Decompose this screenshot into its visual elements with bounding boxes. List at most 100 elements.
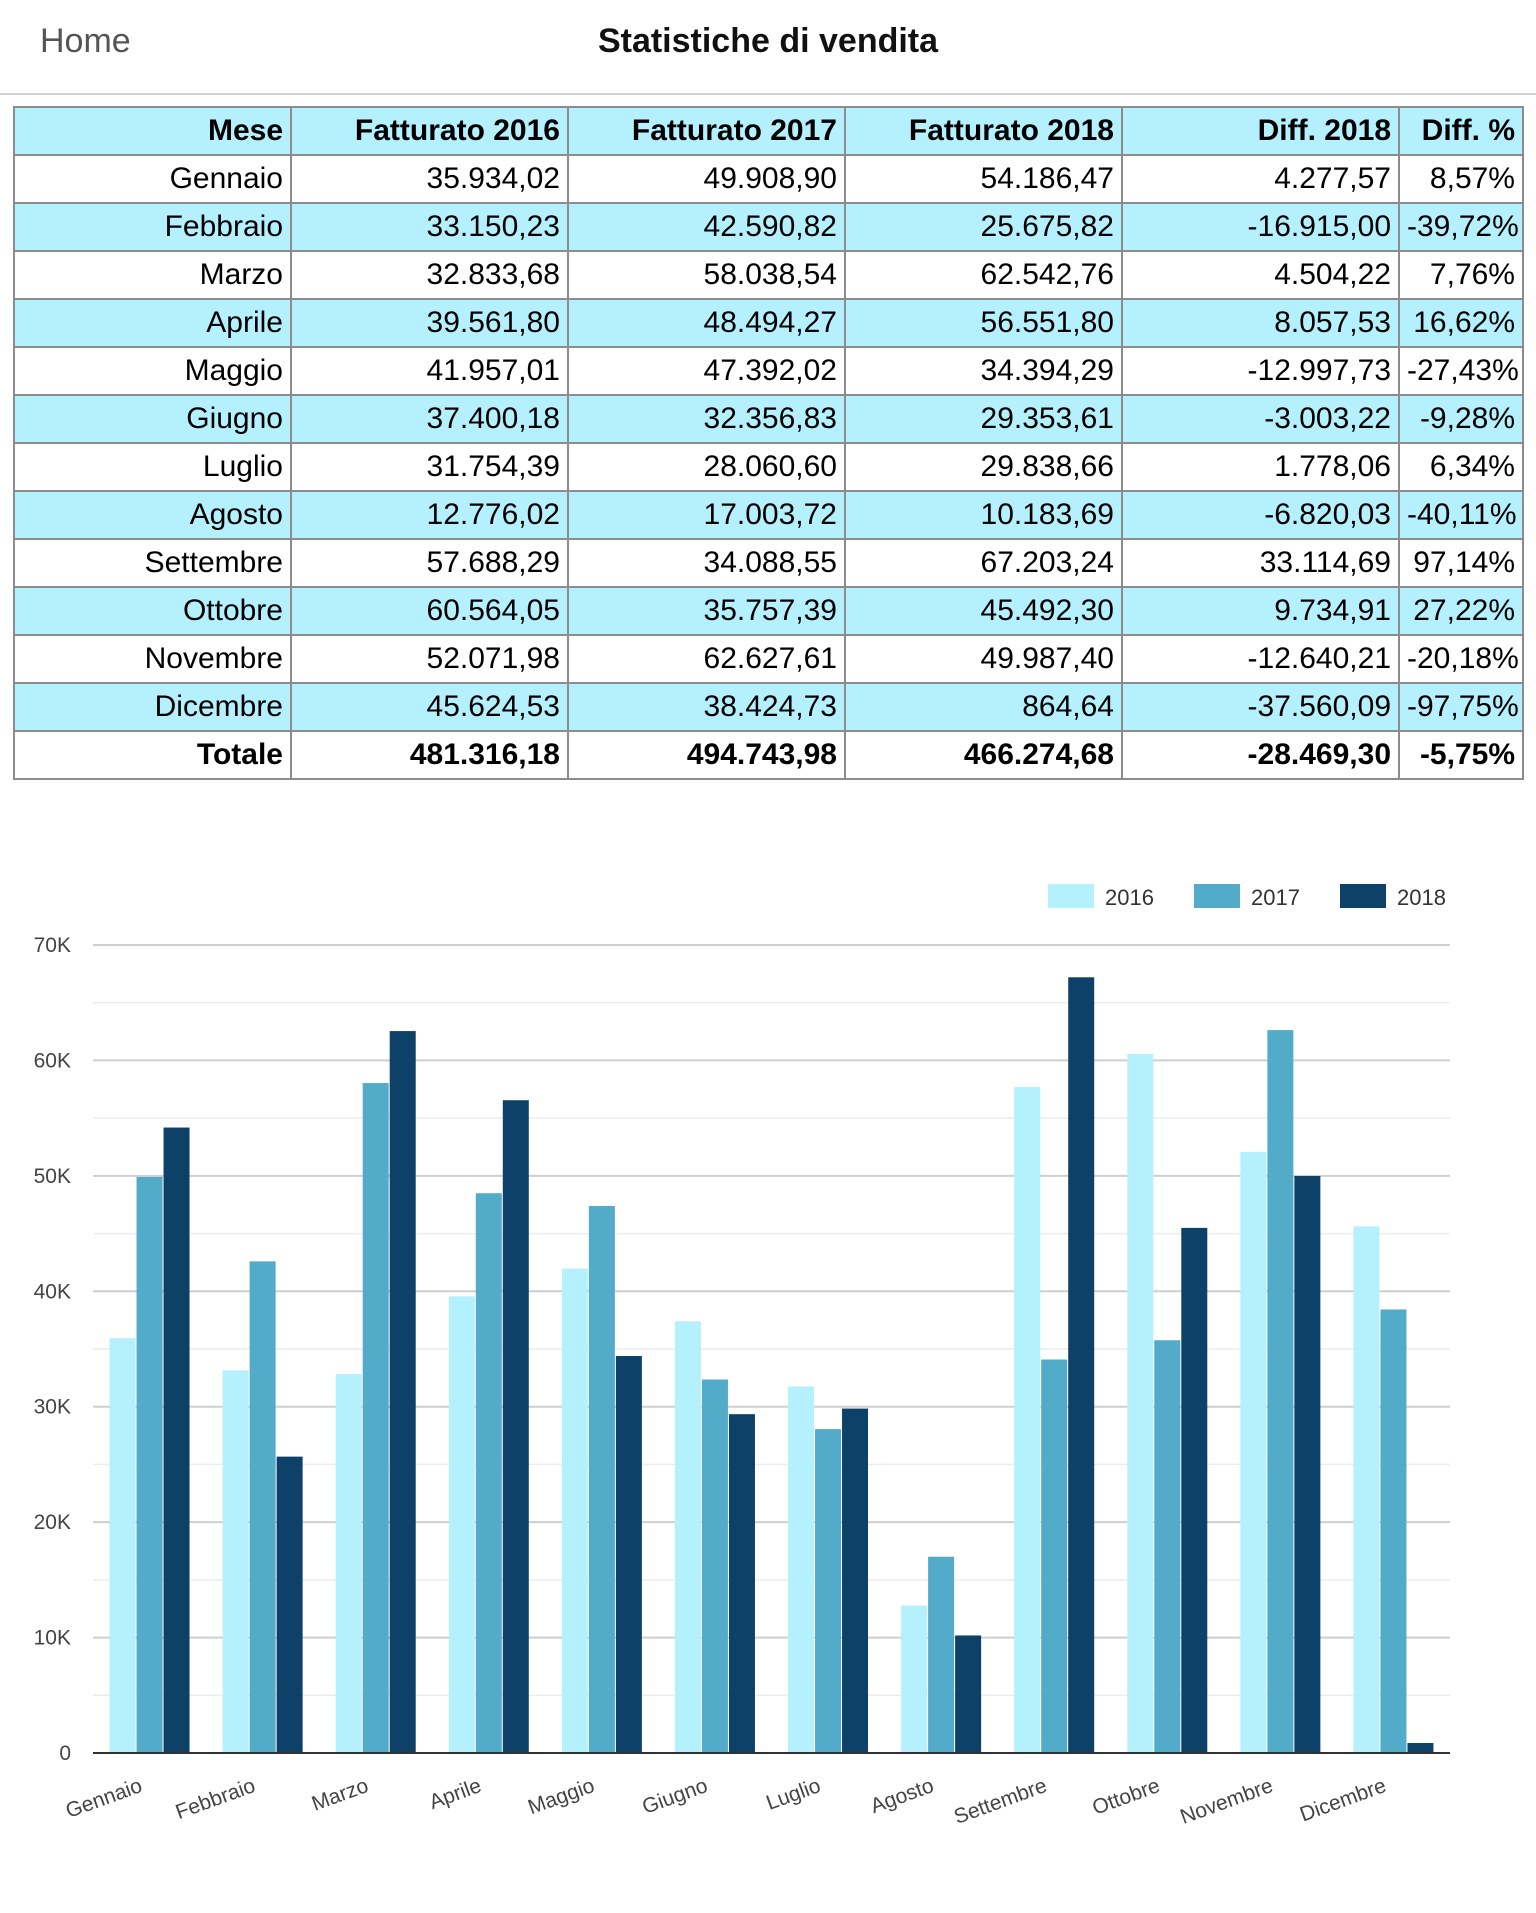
table-cell: -27,43% <box>1398 346 1524 396</box>
table-cell: 28.060,60 <box>567 442 846 492</box>
table-cell: 35.934,02 <box>290 154 569 204</box>
table-cell: Marzo <box>13 250 292 300</box>
bar-2018-novembre <box>1294 1176 1321 1753</box>
total-cell: -5,75% <box>1398 730 1524 780</box>
table-cell: -9,28% <box>1398 394 1524 444</box>
x-tick-label: Dicembre <box>1297 1774 1389 1826</box>
column-header: Diff. 2018 <box>1121 106 1400 156</box>
table-cell: Ottobre <box>13 586 292 636</box>
y-tick-label: 20K <box>34 1511 71 1534</box>
bar-2018-maggio <box>615 1355 642 1753</box>
table-cell: 57.688,29 <box>290 538 569 588</box>
table-cell: 33.114,69 <box>1121 538 1400 588</box>
table-cell: 62.542,76 <box>844 250 1123 300</box>
bar-2016-agosto <box>901 1605 928 1753</box>
bar-2016-marzo <box>335 1374 362 1753</box>
table-cell: 34.088,55 <box>567 538 846 588</box>
table-row: Agosto 12.776,02 17.003,72 10.183,69 -6.820,… <box>13 490 1524 540</box>
x-tick-label: Gennaio <box>63 1774 145 1823</box>
table-cell: 67.203,24 <box>844 538 1123 588</box>
table-cell: 32.356,83 <box>567 394 846 444</box>
table-cell: 58.038,54 <box>567 250 846 300</box>
bar-2018-marzo <box>389 1031 416 1753</box>
table-cell: 8,57% <box>1398 154 1524 204</box>
table-cell: Febbraio <box>13 202 292 252</box>
table-cell: -3.003,22 <box>1121 394 1400 444</box>
table-cell: Luglio <box>13 442 292 492</box>
table-cell: 39.561,80 <box>290 298 569 348</box>
bar-2018-giugno <box>728 1414 755 1753</box>
bar-2017-settembre <box>1041 1359 1068 1753</box>
bar-2016-giugno <box>674 1321 701 1753</box>
legend-swatch-2018 <box>1340 884 1386 908</box>
table-cell: 49.908,90 <box>567 154 846 204</box>
table-cell: -39,72% <box>1398 202 1524 252</box>
table-row: Settembre 57.688,29 34.088,55 67.203,24 33.1… <box>13 538 1524 588</box>
table-cell: 45.624,53 <box>290 682 569 732</box>
table-row: Novembre 52.071,98 62.627,61 49.987,40 -12.6… <box>13 634 1524 684</box>
x-tick-label: Marzo <box>309 1774 372 1816</box>
table-cell: 25.675,82 <box>844 202 1123 252</box>
bar-2018-dicembre <box>1407 1743 1434 1753</box>
bar-2018-aprile <box>502 1100 529 1753</box>
header-row: Mese Fatturato 2016 Fatturato 2017 Fatturat… <box>13 106 1524 156</box>
bar-2016-maggio <box>561 1268 588 1753</box>
bar-2018-luglio <box>842 1408 869 1753</box>
column-header: Fatturato 2018 <box>844 106 1123 156</box>
table-cell: 49.987,40 <box>844 634 1123 684</box>
column-header: Mese <box>13 106 292 156</box>
x-tick-label: Agosto <box>868 1774 937 1818</box>
table-cell: 17.003,72 <box>567 490 846 540</box>
table-cell: 60.564,05 <box>290 586 569 636</box>
legend-swatch-2017 <box>1194 884 1240 908</box>
table-row: Giugno 37.400,18 32.356,83 29.353,61 -3.003,… <box>13 394 1524 444</box>
bar-2016-dicembre <box>1353 1226 1380 1753</box>
total-cell: 481.316,18 <box>290 730 569 780</box>
table-row: Maggio 41.957,01 47.392,02 34.394,29 -12.997… <box>13 346 1524 396</box>
bar-2017-luglio <box>815 1429 842 1753</box>
table-cell: 27,22% <box>1398 586 1524 636</box>
table-cell: -12.997,73 <box>1121 346 1400 396</box>
table-cell: -37.560,09 <box>1121 682 1400 732</box>
y-tick-label: 30K <box>34 1396 71 1419</box>
bar-2017-agosto <box>928 1556 955 1753</box>
legend-label: 2018 <box>1397 885 1446 910</box>
table-cell: 54.186,47 <box>844 154 1123 204</box>
table-cell: -16.915,00 <box>1121 202 1400 252</box>
table-cell: 864,64 <box>844 682 1123 732</box>
x-tick-label: Maggio <box>525 1774 598 1819</box>
table-cell: Dicembre <box>13 682 292 732</box>
home-back-button[interactable]: Home <box>40 22 131 60</box>
bar-2017-maggio <box>588 1205 615 1753</box>
sales-table: Mese Fatturato 2016 Fatturato 2017 Fatturat… <box>13 106 1524 780</box>
x-tick-label: Luglio <box>763 1774 824 1815</box>
bar-2017-ottobre <box>1154 1340 1181 1753</box>
table-cell: -97,75% <box>1398 682 1524 732</box>
table-cell: 38.424,73 <box>567 682 846 732</box>
legend-label: 2017 <box>1251 885 1300 910</box>
table-row: Ottobre 60.564,05 35.757,39 45.492,30 9.734,… <box>13 586 1524 636</box>
y-tick-label: 40K <box>34 1280 71 1303</box>
table-cell: -12.640,21 <box>1121 634 1400 684</box>
bar-2017-novembre <box>1267 1030 1294 1753</box>
table-cell: -6.820,03 <box>1121 490 1400 540</box>
table-cell: Settembre <box>13 538 292 588</box>
bar-2018-settembre <box>1068 977 1095 1753</box>
legend-swatch-2016 <box>1048 884 1094 908</box>
table-cell: 7,76% <box>1398 250 1524 300</box>
page-title: Statistiche di vendita <box>597 22 939 60</box>
table-cell: Novembre <box>13 634 292 684</box>
x-tick-label: Novembre <box>1177 1774 1276 1829</box>
column-header: Fatturato 2017 <box>567 106 846 156</box>
total-row: Totale 481.316,18 494.743,98 466.274,68 -28.… <box>13 730 1524 780</box>
table-cell: 37.400,18 <box>290 394 569 444</box>
bar-2017-marzo <box>362 1083 389 1753</box>
table-cell: 48.494,27 <box>567 298 846 348</box>
bar-2017-dicembre <box>1380 1309 1407 1753</box>
bar-2017-febbraio <box>249 1261 276 1753</box>
total-cell: 494.743,98 <box>567 730 846 780</box>
table-cell: 56.551,80 <box>844 298 1123 348</box>
table-cell: 4.277,57 <box>1121 154 1400 204</box>
bar-2018-febbraio <box>276 1456 303 1753</box>
total-cell: -28.469,30 <box>1121 730 1400 780</box>
